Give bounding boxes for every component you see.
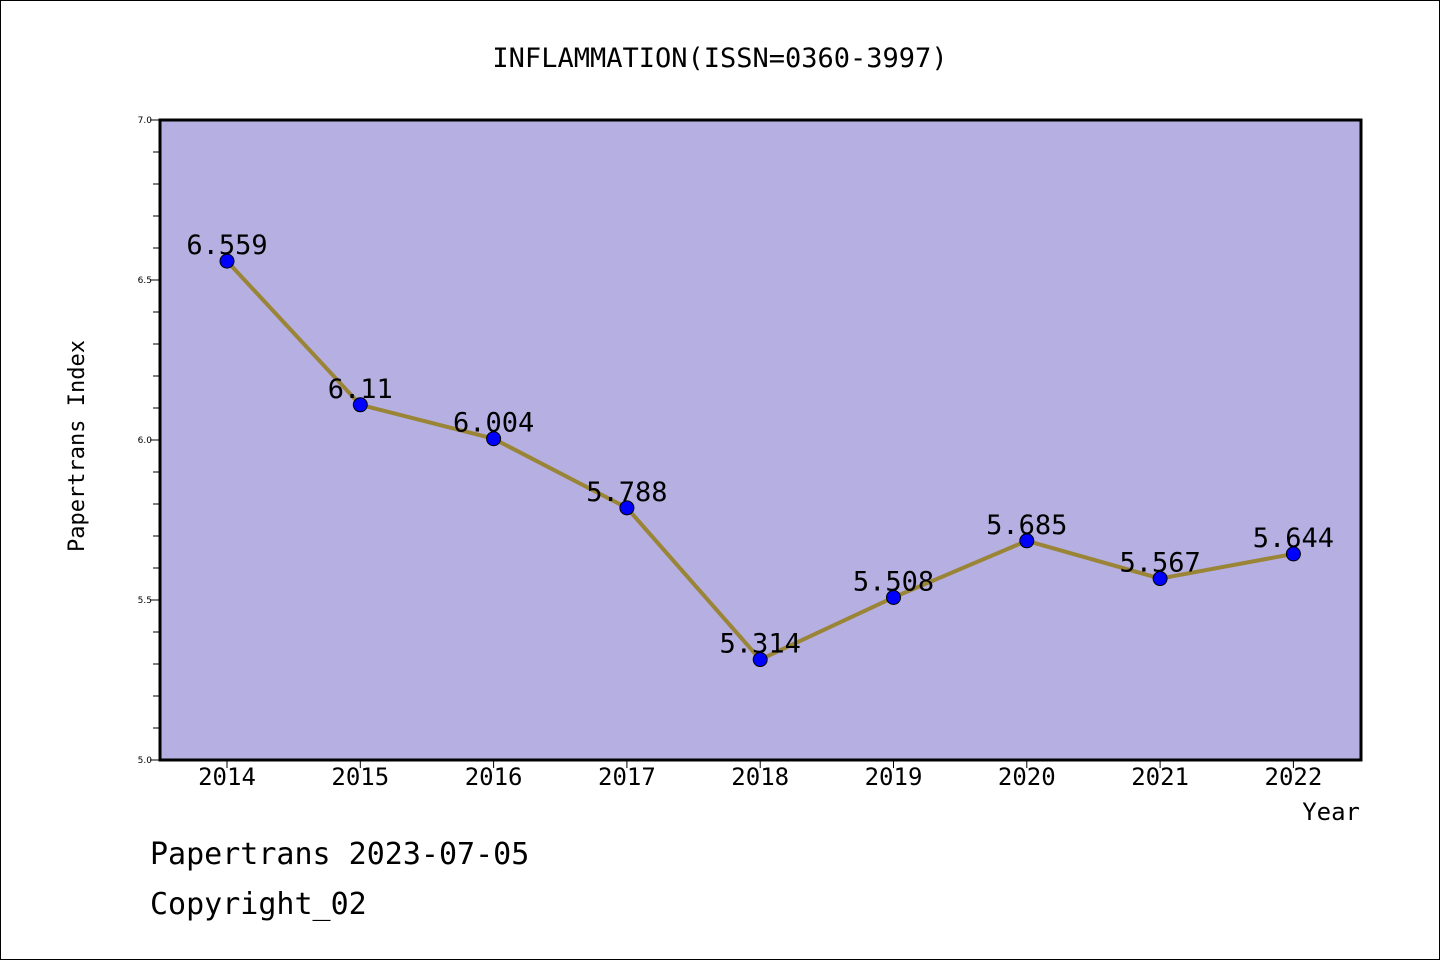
x-tick-label: 2019 [865, 763, 923, 791]
data-label: 5.508 [853, 566, 934, 597]
x-axis-ticks: 2014 2015 2016 2017 2018 2019 2020 2021 2022 [198, 760, 1322, 791]
data-label: 5.788 [586, 477, 667, 508]
footer-date: Papertrans 2023-07-05 [150, 837, 529, 872]
y-axis-label: Papertrans Index [65, 340, 90, 552]
y-axis-ticks: 5.0 5.5 6.0 6.5 7.0 [138, 116, 160, 766]
data-point [486, 431, 502, 447]
data-label: 5.314 [720, 629, 801, 660]
footer-copyright: Copyright_02 [150, 887, 367, 922]
x-tick-label: 2021 [1131, 763, 1189, 791]
data-point [1152, 571, 1168, 587]
x-tick-label: 2020 [998, 763, 1056, 791]
x-axis-label: Year [1302, 798, 1360, 826]
x-tick-label: 2022 [1265, 763, 1323, 791]
data-label: 5.644 [1253, 523, 1334, 554]
data-point [352, 397, 368, 413]
data-point [886, 589, 901, 605]
x-tick-label: 2017 [598, 763, 656, 791]
data-label: 6.11 [328, 374, 393, 405]
x-tick-label: 2016 [465, 763, 523, 791]
y-tick-label: 7.0 [138, 116, 153, 126]
series-group: 6.559 6.11 6.004 5.788 5.314 5.508 5.685 5.567 5… [186, 230, 1334, 668]
data-point [619, 500, 635, 516]
data-point [1285, 546, 1301, 562]
x-tick-label: 2015 [331, 763, 389, 791]
data-label: 6.559 [186, 230, 267, 261]
chart-title: INFLAMMATION(ISSN=0360-3997) [492, 43, 947, 74]
data-label: 5.685 [986, 510, 1067, 541]
data-point [219, 253, 235, 269]
data-point [1019, 533, 1035, 549]
data-label: 5.567 [1119, 548, 1200, 579]
y-tick-label: 6.0 [138, 436, 153, 446]
x-tick-label: 2018 [731, 763, 789, 791]
y-tick-label: 5.0 [138, 756, 153, 766]
data-label: 6.004 [453, 408, 534, 439]
x-tick-label: 2014 [198, 763, 256, 791]
y-tick-label: 5.5 [138, 596, 152, 606]
y-tick-label: 6.5 [138, 276, 152, 286]
data-point [752, 652, 768, 668]
